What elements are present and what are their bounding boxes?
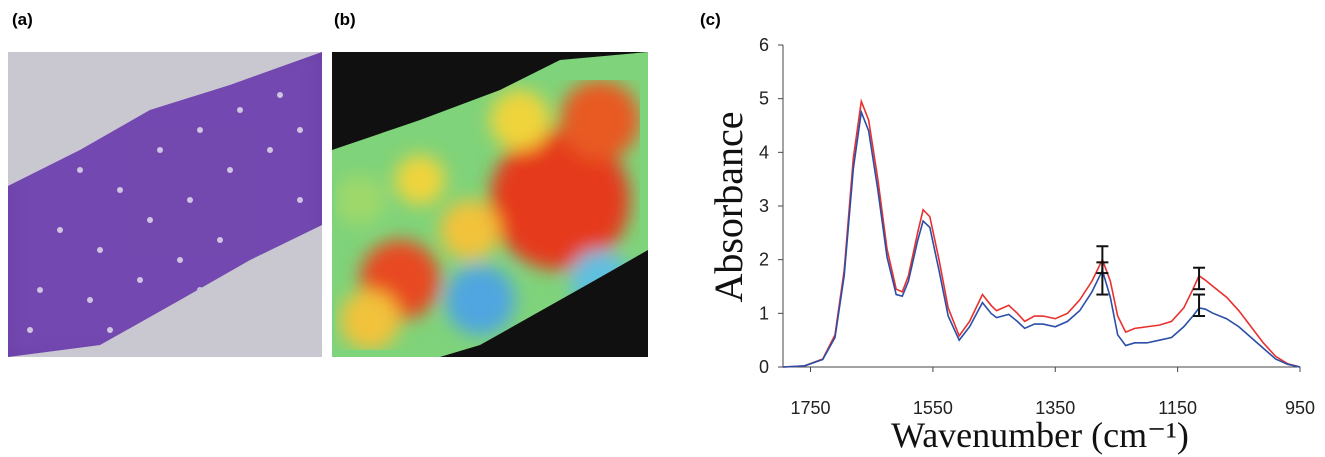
y-tick-label: 3	[759, 196, 769, 216]
x-tick-label: 1150	[1158, 398, 1197, 418]
panel-label: (c)	[700, 10, 721, 29]
y-tick-label: 0	[759, 357, 769, 377]
y-axis-title: Absorbance	[706, 111, 751, 302]
y-tick-label: 1	[759, 303, 769, 323]
x-tick-label: 1550	[913, 398, 953, 418]
x-tick-label: 950	[1285, 398, 1315, 418]
x-tick-label: 1350	[1035, 398, 1075, 418]
y-tick-label: 6	[759, 35, 769, 55]
y-tick-label: 4	[759, 142, 769, 162]
spectrum-line	[782, 98, 1301, 368]
y-tick-label: 5	[759, 89, 769, 109]
spectrum-line	[782, 108, 1301, 368]
panel-label: (b)	[334, 10, 356, 29]
panel-label: (a)	[12, 10, 33, 29]
x-tick-label: 1750	[791, 398, 831, 418]
x-axis-title: Wavenumber (cm⁻¹)	[891, 415, 1189, 455]
y-tick-label: 2	[759, 250, 769, 270]
